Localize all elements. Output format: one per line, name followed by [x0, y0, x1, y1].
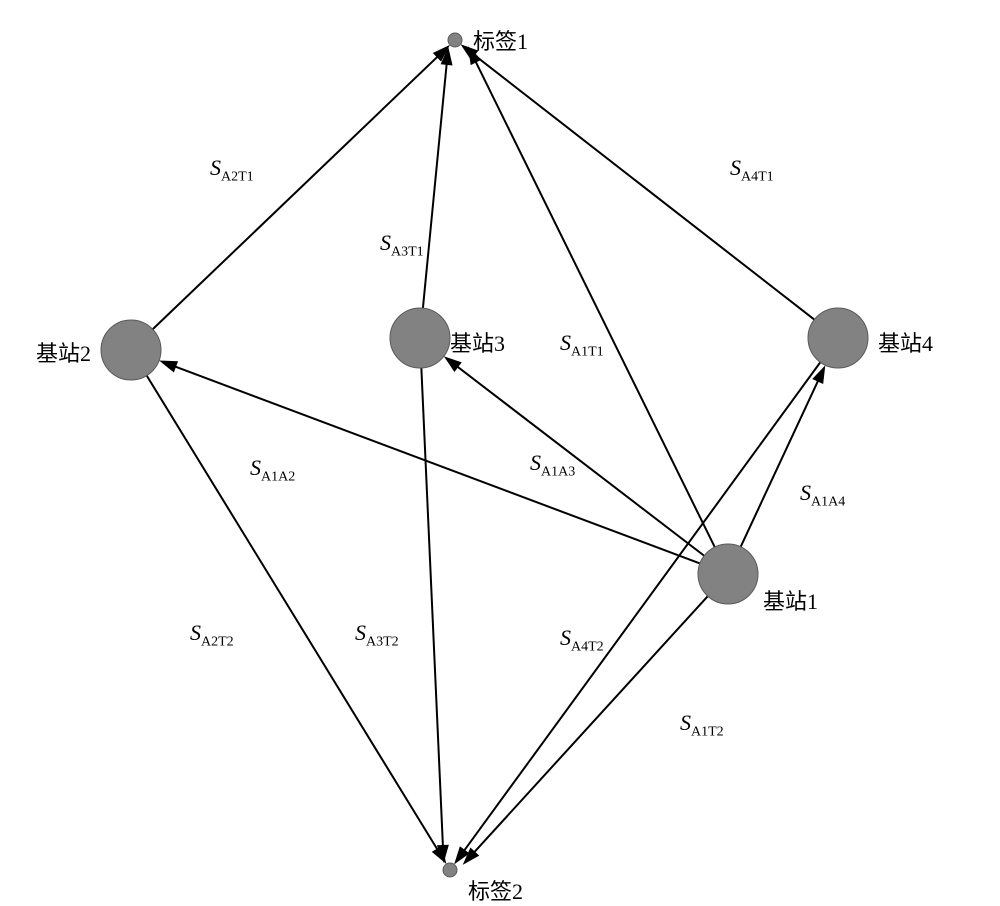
edge-label: SA2T1	[210, 155, 254, 185]
node-label-B2: 基站2	[36, 336, 91, 368]
node-label-B3: 基站3	[450, 326, 505, 358]
node-label-T1: 标签1	[473, 24, 528, 56]
edge-label: SA3T1	[380, 230, 424, 260]
edge-label: SA1A3	[530, 450, 575, 480]
edge-label: SA1A2	[250, 455, 295, 485]
node-label-T2: 标签2	[468, 874, 523, 906]
edge-label: SA4T1	[730, 155, 774, 185]
node-label-B1: 基站1	[763, 584, 818, 616]
edge-label: SA1A4	[800, 480, 845, 510]
diagram-svg	[0, 0, 1000, 904]
node-label-B4: 基站4	[878, 326, 933, 358]
edge-label: SA2T2	[190, 620, 234, 650]
edge-label: SA1T2	[680, 710, 724, 740]
edge-label: SA4T2	[560, 625, 604, 655]
edge-label: SA1T1	[560, 330, 604, 360]
edge-label: SA3T2	[355, 620, 399, 650]
diagram-stage: 标签1 标签2 基站1 基站2 基站3 基站4 SA2T1 SA3T1 SA1T1 SA4T1 SA…	[0, 0, 1000, 904]
